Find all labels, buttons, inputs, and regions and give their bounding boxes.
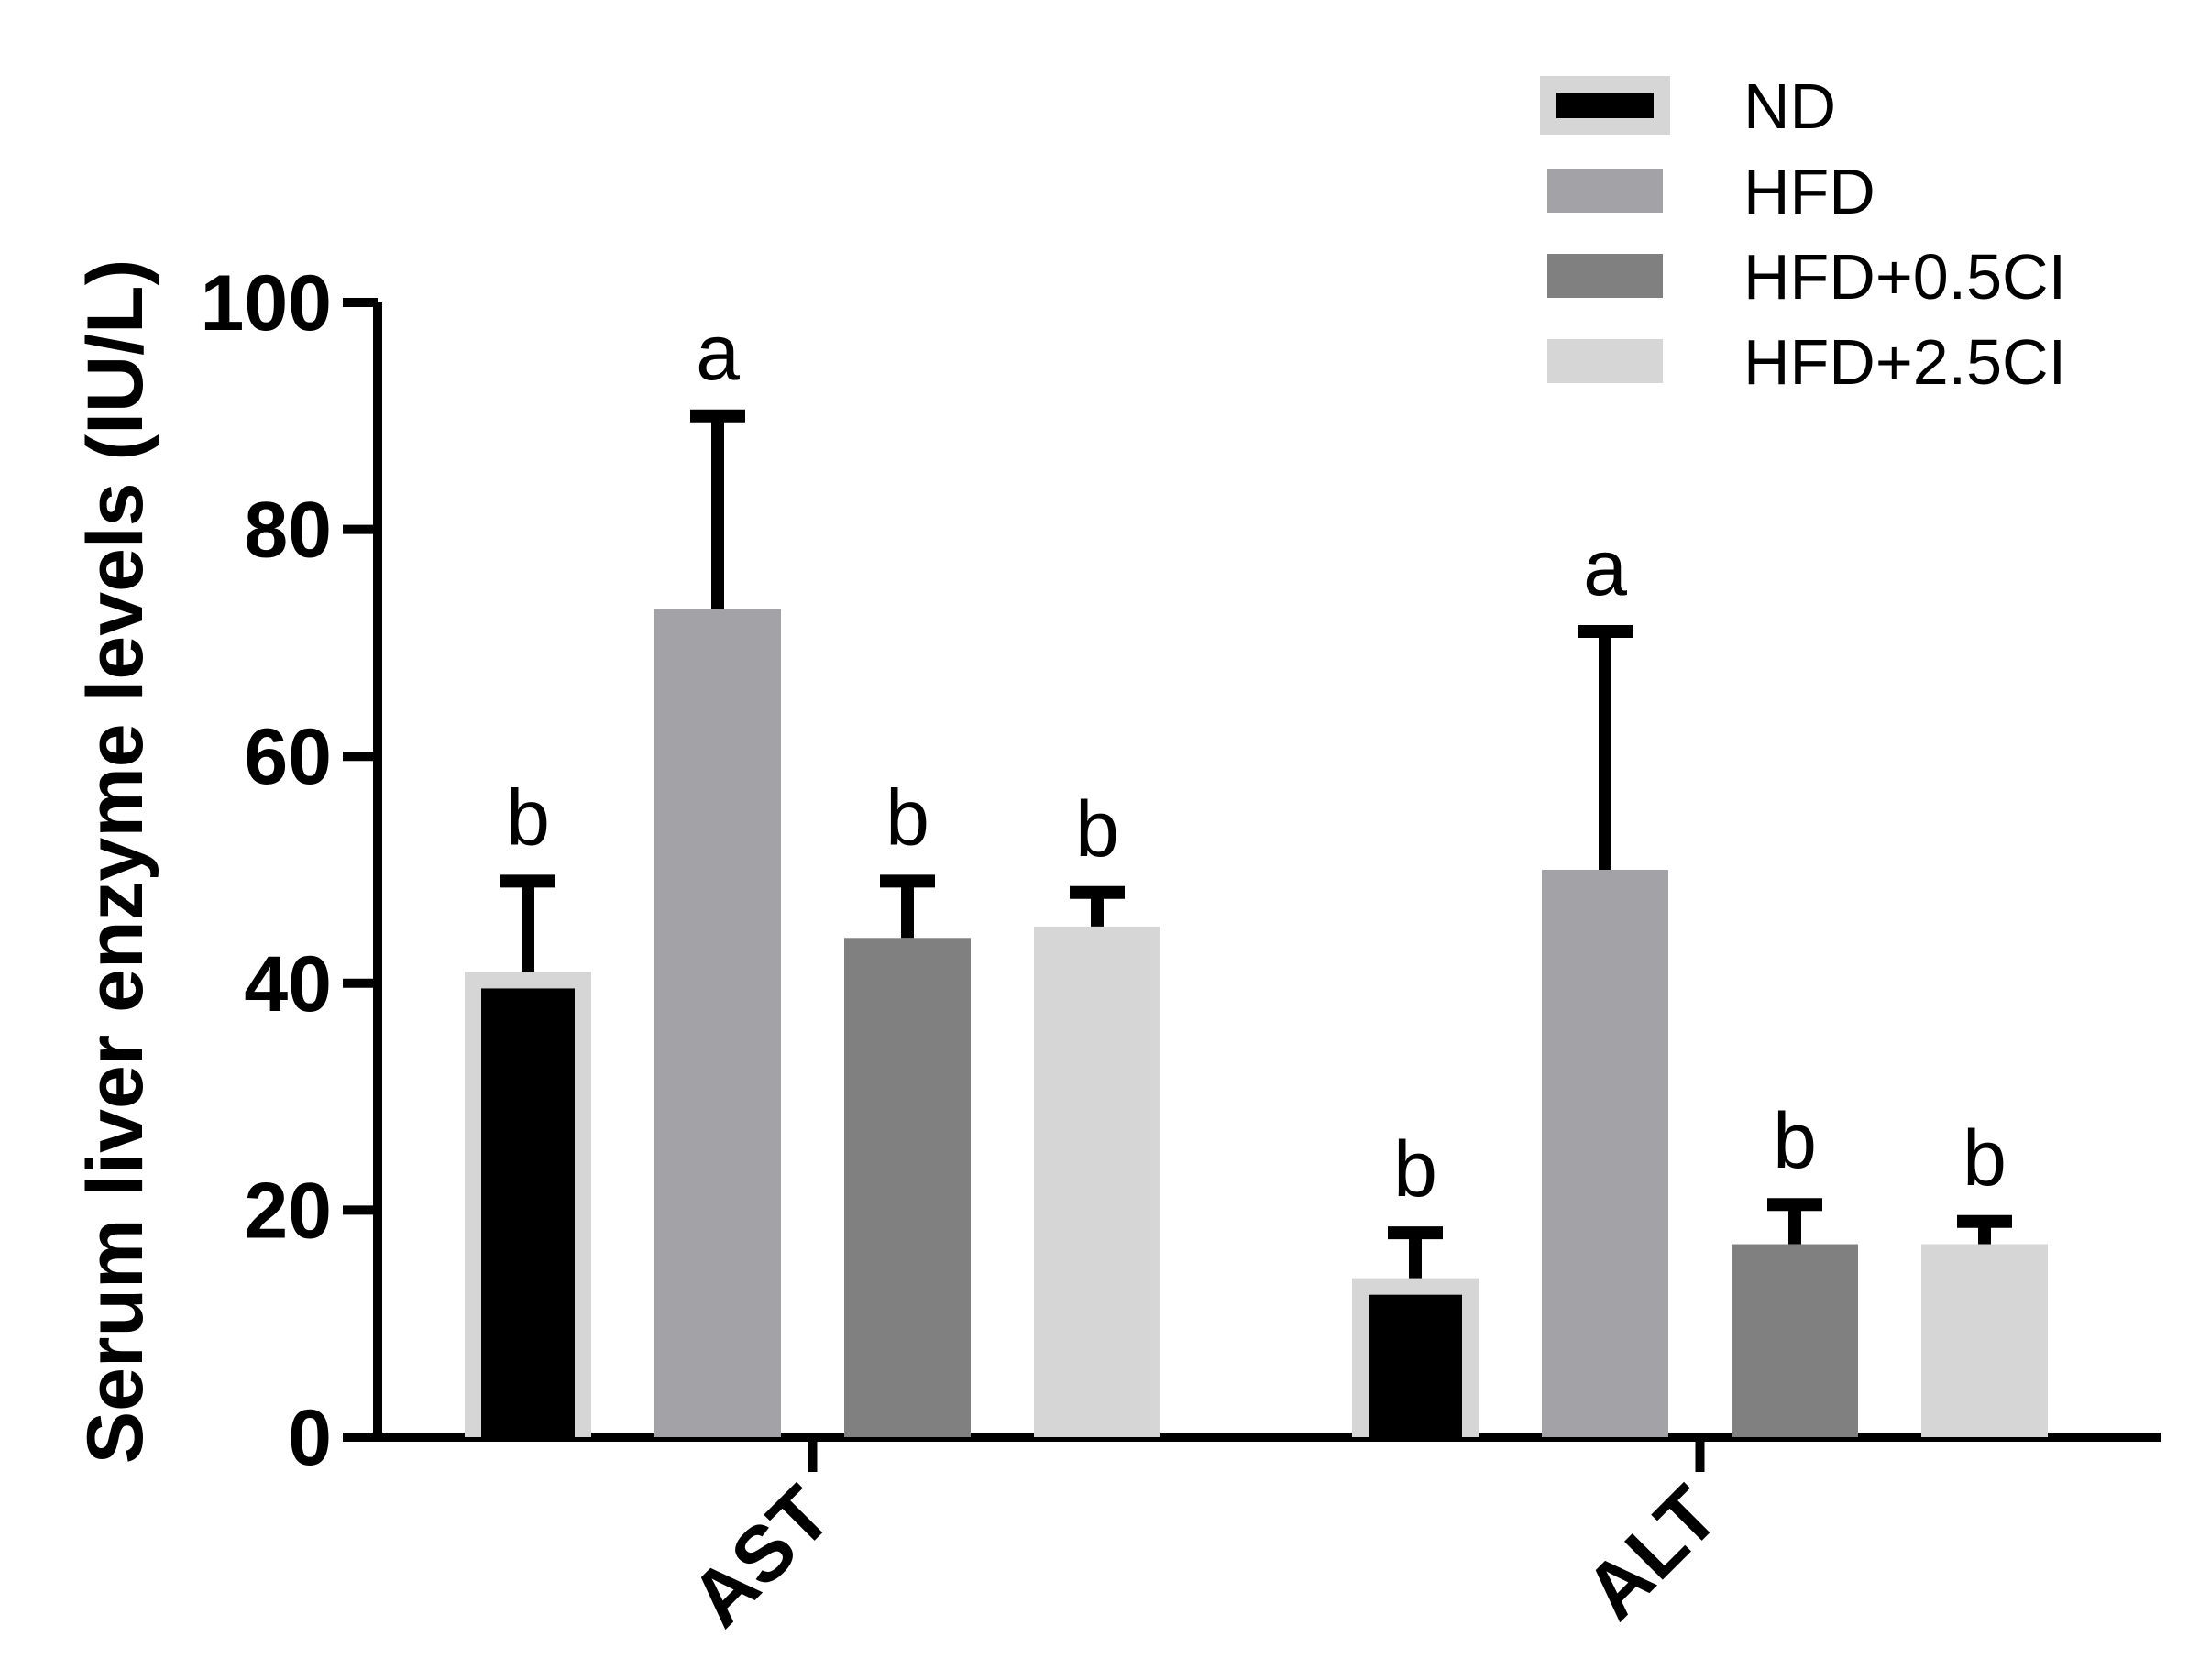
significance-label: b	[1773, 1097, 1817, 1185]
bar	[654, 609, 781, 1437]
axes	[373, 302, 2161, 1442]
legend-swatch	[1547, 254, 1663, 298]
y-axis-title: Serum liver enzyme levels (IU/L)	[71, 259, 159, 1464]
y-tick-label: 40	[244, 940, 332, 1028]
legend-label: ND	[1743, 71, 1836, 142]
legend-label: HFD+2.5CI	[1743, 326, 2066, 398]
bar	[1921, 1244, 2048, 1437]
bar	[1542, 870, 1668, 1437]
significance-label: a	[696, 309, 740, 397]
legend-label: HFD	[1743, 156, 1875, 227]
y-tick-label: 60	[244, 713, 332, 801]
y-ticks: 0 20 40 60 80 100	[201, 259, 378, 1482]
y-tick-label: 80	[244, 487, 332, 575]
significance-label: b	[506, 774, 550, 862]
y-tick-label: 0	[288, 1394, 332, 1482]
bars-group	[465, 609, 2048, 1437]
legend-swatch	[1547, 169, 1663, 213]
bar	[1732, 1244, 1858, 1437]
bar	[844, 938, 971, 1437]
significance-label: b	[1963, 1115, 2007, 1202]
x-categories: AST ALT	[674, 1437, 1735, 1643]
significance-label: b	[1075, 785, 1119, 873]
legend-swatch	[1547, 339, 1663, 383]
bar	[481, 988, 575, 1437]
legend: ND HFD HFD+0.5CI HFD+2.5CI	[1540, 71, 2066, 398]
x-category-label: ALT	[1568, 1470, 1735, 1637]
significance-label: a	[1583, 524, 1627, 612]
bar	[1369, 1294, 1462, 1437]
bar	[1034, 926, 1160, 1437]
legend-swatch	[1556, 93, 1654, 118]
significance-label: b	[885, 774, 929, 862]
x-category-label: AST	[674, 1470, 848, 1644]
y-tick-label: 20	[244, 1167, 332, 1255]
significance-labels-group: b a b b b a b b	[506, 309, 2007, 1213]
legend-label: HFD+0.5CI	[1743, 241, 2066, 313]
error-bars-group	[500, 409, 2012, 1279]
significance-label: b	[1393, 1125, 1437, 1213]
y-tick-label: 100	[201, 259, 333, 347]
